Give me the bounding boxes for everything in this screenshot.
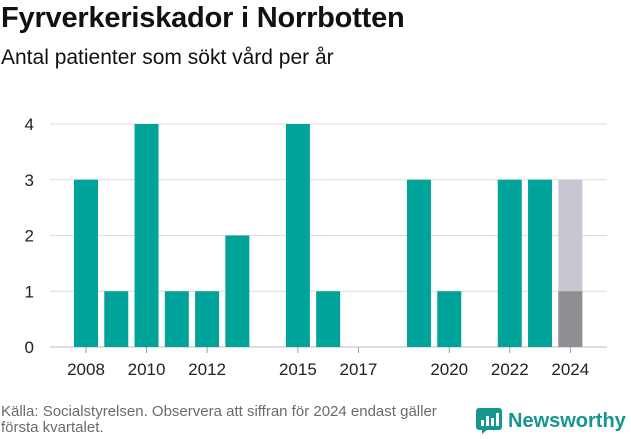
newsworthy-brand[interactable]: Newsworthy	[476, 408, 626, 434]
bar	[285, 124, 310, 347]
newsworthy-logo-icon	[476, 408, 502, 434]
bar	[528, 179, 553, 347]
x-tick-label: 2010	[128, 360, 166, 379]
x-tick-label: 2008	[67, 360, 105, 379]
x-tick-label: 2012	[188, 360, 226, 379]
x-tick-label: 2020	[430, 360, 468, 379]
y-tick-label: 1	[25, 282, 34, 301]
chart-title: Fyrverkeriskador i Norrbotten	[1, 2, 405, 34]
x-tick-label: 2015	[279, 360, 317, 379]
brand-name: Newsworthy	[508, 409, 626, 432]
bar	[437, 291, 462, 347]
y-tick-label: 3	[25, 171, 34, 190]
y-tick-label: 4	[25, 115, 34, 134]
x-tick-label: 2024	[551, 360, 589, 379]
bar	[558, 291, 583, 347]
bar	[406, 179, 431, 347]
bar	[134, 124, 159, 347]
x-tick-label: 2022	[491, 360, 529, 379]
bars	[74, 124, 583, 347]
y-tick-label: 0	[25, 338, 34, 357]
y-tick-label: 2	[25, 227, 34, 246]
bar	[497, 179, 522, 347]
chart-subtitle: Antal patienter som sökt vård per år	[1, 46, 334, 69]
bar	[74, 179, 98, 347]
source-note: Källa: Socialstyrelsen. Observera att si…	[1, 403, 437, 436]
bar	[104, 291, 129, 347]
x-axis-ticks: 2008 2010 2012 2015 2017 2020 2022 2024	[67, 347, 589, 379]
bar	[164, 291, 189, 347]
bar-chart: 0 1 2 3 4 2008 2010 2012 2015 2017 2020 2022 2024	[25, 115, 607, 379]
y-axis-ticks: 0 1 2 3 4	[25, 115, 34, 357]
bar	[316, 291, 341, 347]
bar	[195, 291, 220, 347]
bar	[225, 235, 250, 347]
x-tick-label: 2017	[340, 360, 378, 379]
